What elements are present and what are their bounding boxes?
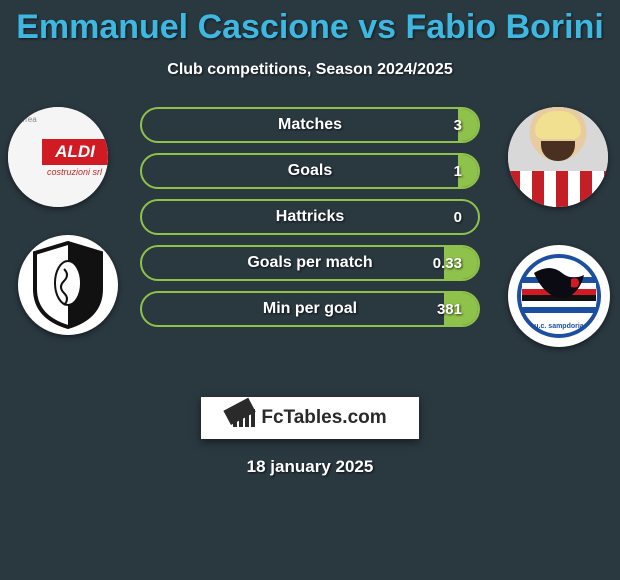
stat-row: Min per goal 381	[140, 291, 480, 327]
player-right-avatar	[508, 107, 608, 207]
sponsor-subtext: costruzioni srl	[47, 167, 102, 177]
stat-row: Goals per match 0.33	[140, 245, 480, 281]
stat-row: Hattricks 0	[140, 199, 480, 235]
page-title: Emmanuel Cascione vs Fabio Borini	[0, 0, 620, 47]
stat-row: Goals 1	[140, 153, 480, 189]
club-right-badge: u.c. sampdoria	[508, 245, 610, 347]
club-left-shield-icon	[18, 235, 118, 335]
jersey-top-text: errea	[18, 115, 37, 124]
logo-text: FcTables.com	[261, 407, 386, 429]
date-label: 18 january 2025	[0, 457, 620, 477]
player-right-portrait	[508, 107, 608, 207]
svg-text:u.c. sampdoria: u.c. sampdoria	[534, 323, 584, 330]
player-left-jersey: errea ALDI costruzioni srl	[8, 107, 108, 207]
comparison-area: errea ALDI costruzioni srl	[0, 107, 620, 367]
player-left-avatar: errea ALDI costruzioni srl	[8, 107, 108, 207]
portrait-kit	[508, 171, 608, 207]
club-left-badge	[18, 235, 118, 335]
fctables-logo: FcTables.com	[201, 397, 419, 439]
stat-right-value: 0	[310, 209, 478, 226]
portrait-beard	[541, 141, 575, 161]
sponsor-logo: ALDI	[42, 139, 108, 165]
bars-icon	[233, 409, 257, 427]
portrait-hair	[535, 111, 581, 139]
stat-right-value: 1	[310, 163, 478, 180]
stat-row: Matches 3	[140, 107, 480, 143]
fctables-logo-inner: FcTables.com	[233, 407, 386, 429]
stat-right-value: 381	[310, 301, 478, 318]
stat-rows: Matches 3 Goals 1 Hattricks 0 Goals per …	[140, 107, 480, 337]
stat-right-value: 3	[310, 117, 478, 134]
stat-right-value: 0.33	[310, 255, 478, 272]
club-right-crest-icon: u.c. sampdoria	[508, 245, 610, 347]
subtitle: Club competitions, Season 2024/2025	[0, 61, 620, 79]
